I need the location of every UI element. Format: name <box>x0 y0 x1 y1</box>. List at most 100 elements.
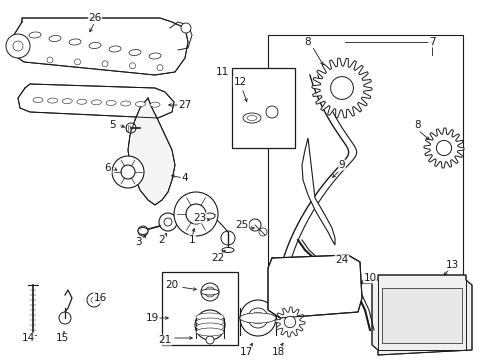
Ellipse shape <box>240 313 275 323</box>
Ellipse shape <box>89 42 101 49</box>
Text: 10: 10 <box>363 273 376 283</box>
Circle shape <box>265 106 278 118</box>
Polygon shape <box>18 84 174 118</box>
Text: 18: 18 <box>271 347 284 357</box>
Ellipse shape <box>240 313 275 323</box>
Text: 27: 27 <box>178 100 191 110</box>
Ellipse shape <box>150 102 160 107</box>
Polygon shape <box>371 275 471 355</box>
Circle shape <box>13 41 23 51</box>
Polygon shape <box>302 138 334 245</box>
Circle shape <box>74 59 81 65</box>
Ellipse shape <box>240 313 275 323</box>
Circle shape <box>112 156 143 188</box>
Text: 16: 16 <box>93 293 106 303</box>
Polygon shape <box>128 98 175 205</box>
Circle shape <box>47 57 53 63</box>
Polygon shape <box>311 58 371 118</box>
Ellipse shape <box>109 46 121 52</box>
Bar <box>231 68 294 148</box>
Ellipse shape <box>129 49 141 55</box>
Circle shape <box>163 218 172 226</box>
Ellipse shape <box>33 98 43 103</box>
Circle shape <box>185 204 205 224</box>
Circle shape <box>138 226 148 236</box>
Circle shape <box>102 61 108 67</box>
Circle shape <box>126 123 136 133</box>
Text: 8: 8 <box>304 37 311 47</box>
Ellipse shape <box>196 313 224 321</box>
Ellipse shape <box>62 99 72 104</box>
Circle shape <box>159 213 177 231</box>
Circle shape <box>435 140 451 156</box>
Ellipse shape <box>222 248 234 252</box>
Circle shape <box>240 300 275 336</box>
Circle shape <box>129 63 135 69</box>
Text: 24: 24 <box>335 255 348 265</box>
Circle shape <box>181 23 191 33</box>
Text: 7: 7 <box>428 37 434 47</box>
Circle shape <box>284 316 295 328</box>
Text: 6: 6 <box>104 163 111 173</box>
Text: 5: 5 <box>108 120 115 130</box>
Ellipse shape <box>201 289 219 295</box>
Ellipse shape <box>29 32 41 38</box>
Circle shape <box>6 34 30 58</box>
Circle shape <box>221 231 235 245</box>
Circle shape <box>174 192 218 236</box>
Text: 15: 15 <box>55 333 68 343</box>
Text: 2: 2 <box>159 235 165 245</box>
Polygon shape <box>267 255 361 318</box>
Bar <box>267 35 462 283</box>
Ellipse shape <box>69 39 81 45</box>
Ellipse shape <box>246 116 257 121</box>
Ellipse shape <box>243 113 261 123</box>
Circle shape <box>201 283 219 301</box>
Polygon shape <box>12 18 187 75</box>
Circle shape <box>247 308 267 328</box>
Ellipse shape <box>149 53 161 59</box>
Circle shape <box>157 65 163 71</box>
Text: 4: 4 <box>182 173 188 183</box>
Ellipse shape <box>77 99 87 104</box>
Text: 17: 17 <box>239 347 252 357</box>
Ellipse shape <box>47 98 58 103</box>
Text: 13: 13 <box>445 260 458 270</box>
Ellipse shape <box>196 318 224 326</box>
Bar <box>162 272 238 345</box>
Text: 19: 19 <box>145 313 158 323</box>
Text: 9: 9 <box>338 160 345 170</box>
Polygon shape <box>274 307 305 337</box>
Ellipse shape <box>196 323 224 331</box>
Circle shape <box>259 228 266 236</box>
Ellipse shape <box>121 101 130 106</box>
Circle shape <box>121 165 135 179</box>
Circle shape <box>205 336 214 344</box>
Circle shape <box>204 287 215 297</box>
Ellipse shape <box>135 102 145 107</box>
Bar <box>381 288 461 343</box>
Circle shape <box>330 77 353 99</box>
Ellipse shape <box>49 36 61 41</box>
Text: 21: 21 <box>158 335 171 345</box>
Text: 12: 12 <box>233 77 246 87</box>
Text: 23: 23 <box>193 213 206 223</box>
Text: 11: 11 <box>215 67 228 77</box>
Ellipse shape <box>138 228 148 234</box>
Ellipse shape <box>240 313 275 323</box>
Ellipse shape <box>91 100 102 105</box>
Circle shape <box>59 312 71 324</box>
Text: 26: 26 <box>88 13 102 23</box>
Circle shape <box>195 310 224 340</box>
Ellipse shape <box>106 100 116 105</box>
Circle shape <box>248 219 261 231</box>
Text: 1: 1 <box>188 235 195 245</box>
Circle shape <box>91 297 97 303</box>
Circle shape <box>87 293 101 307</box>
Polygon shape <box>423 128 463 168</box>
Text: 3: 3 <box>134 237 141 247</box>
Ellipse shape <box>196 328 224 336</box>
Text: 8: 8 <box>414 120 421 130</box>
Text: 22: 22 <box>211 253 224 263</box>
Text: 14: 14 <box>21 333 35 343</box>
